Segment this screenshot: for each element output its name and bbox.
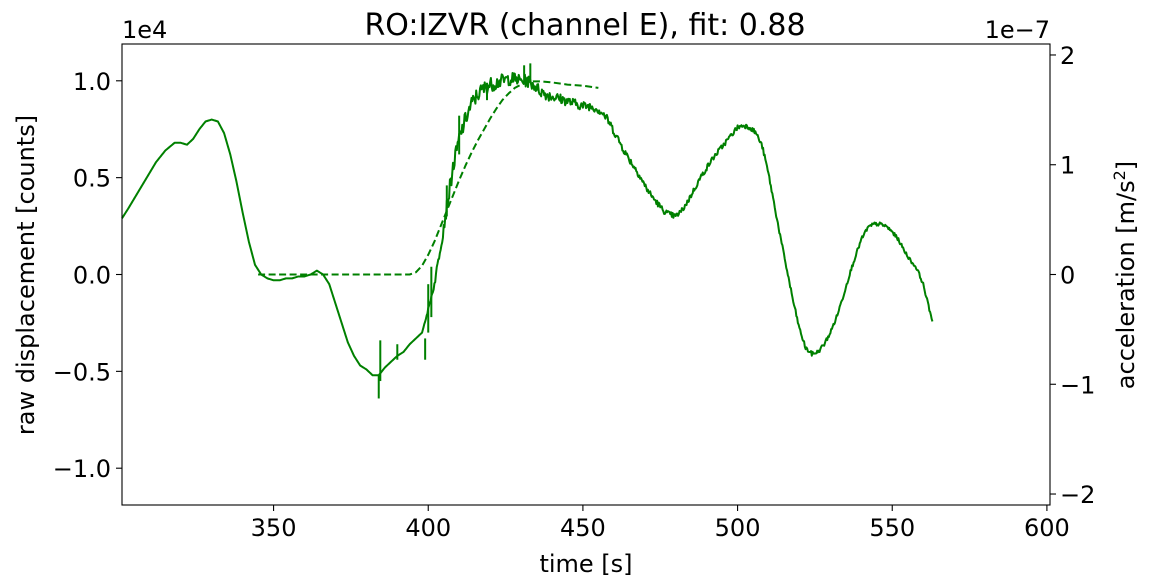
x-tick-label-0: 350 — [251, 514, 297, 542]
x-tick-label-3: 500 — [715, 514, 761, 542]
right-axis-label-main: acceleration [m/s — [1112, 180, 1140, 389]
left-tick-label-0: 1.0 — [73, 68, 111, 96]
right-axis-ticks: 2 1 0 −1 −2 — [1050, 42, 1095, 509]
right-tick-label-2: 0 — [1060, 262, 1075, 290]
left-tick-label-3: −0.5 — [53, 358, 111, 386]
x-tick-label-4: 550 — [869, 514, 915, 542]
series-line-1 — [258, 80, 599, 276]
left-tick-label-2: 0.0 — [73, 262, 111, 290]
left-axis-label: raw displacement [counts] — [12, 115, 40, 435]
right-axis-label-close: ] — [1112, 161, 1140, 170]
x-axis-label: time [s] — [539, 550, 632, 578]
series-layer — [121, 63, 934, 399]
left-axis-ticks: 1.0 0.5 0.0 −0.5 −1.0 — [53, 68, 122, 483]
right-tick-label-1: 1 — [1060, 152, 1075, 180]
series-line-0 — [121, 71, 934, 377]
left-tick-label-4: −1.0 — [53, 455, 111, 483]
right-tick-label-3: −1 — [1060, 371, 1095, 399]
left-tick-label-1: 0.5 — [73, 165, 111, 193]
right-tick-label-4: −2 — [1060, 481, 1095, 509]
right-tick-label-0: 2 — [1060, 42, 1075, 70]
right-axis-offset: 1e−7 — [985, 16, 1050, 44]
right-axis-label: acceleration [m/s2] — [1110, 161, 1140, 389]
left-axis-offset: 1e4 — [122, 16, 167, 44]
x-tick-label-1: 400 — [405, 514, 451, 542]
x-tick-label-2: 450 — [560, 514, 606, 542]
x-tick-label-5: 600 — [1024, 514, 1070, 542]
right-axis-label-sup: 2 — [1110, 170, 1129, 180]
x-axis-ticks: 350 400 450 500 550 600 — [251, 505, 1070, 542]
chart-title: RO:IZVR (channel E), fit: 0.88 — [364, 8, 805, 43]
